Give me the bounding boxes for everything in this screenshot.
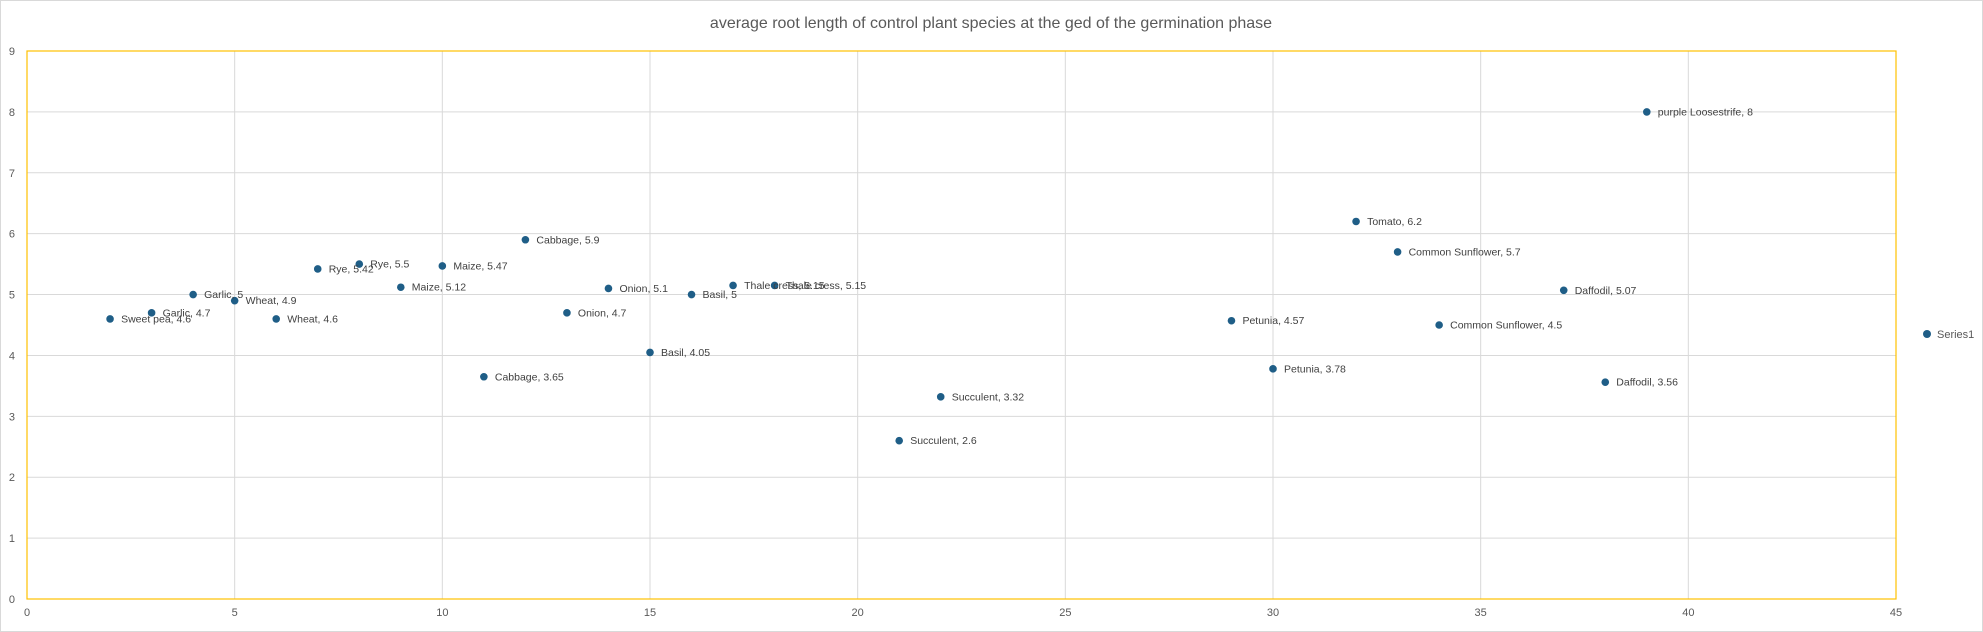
data-point: [646, 348, 654, 357]
x-tick-label: 15: [644, 607, 656, 619]
data-label: Petunia, 3.78: [1284, 363, 1346, 375]
x-tick-label: 10: [436, 607, 448, 619]
data-label: purple Loosestrife, 8: [1658, 106, 1753, 118]
data-point: [1269, 365, 1277, 373]
data-point: [313, 265, 322, 273]
x-tick-label: 20: [852, 607, 864, 619]
data-point: [1393, 248, 1402, 256]
y-tick-label: 5: [9, 290, 15, 302]
data-point: [480, 372, 488, 381]
data-point: [1227, 316, 1236, 325]
data-label: Wheat, 4.9: [246, 295, 297, 307]
legend-entry-series1: Series1: [1937, 329, 1974, 341]
data-points: [106, 108, 1651, 445]
data-point: [521, 235, 530, 244]
data-point: [1643, 108, 1651, 116]
data-label: Maize, 5.12: [412, 282, 466, 294]
data-label: Garlic, 4.7: [163, 307, 211, 319]
data-point: [106, 315, 114, 323]
data-point: [1559, 286, 1568, 295]
x-tick-label: 5: [232, 607, 238, 619]
x-tick-label: 35: [1475, 607, 1487, 619]
data-point: [272, 315, 281, 323]
x-tick-label: 45: [1890, 607, 1902, 619]
data-label: Succulent, 3.32: [952, 391, 1025, 403]
y-tick-label: 3: [9, 411, 15, 423]
data-label: Common Sunflower, 4.5: [1450, 320, 1562, 332]
data-point: [189, 290, 197, 299]
data-label: Thale cress, 5.15: [786, 280, 867, 292]
data-label: Tomato, 6.2: [1367, 216, 1422, 228]
y-tick-label: 8: [9, 107, 15, 119]
data-point: [1435, 321, 1443, 329]
data-point: [936, 393, 945, 401]
data-point: [770, 281, 779, 290]
y-tick-label: 6: [9, 229, 15, 241]
data-point: [397, 283, 405, 292]
data-label: Daffodil, 3.56: [1616, 377, 1678, 389]
data-point: [729, 281, 737, 290]
data-point: [438, 262, 447, 270]
y-tick-label: 2: [9, 472, 15, 484]
data-point: [1601, 378, 1610, 387]
data-point: [355, 260, 364, 268]
data-label: Rye, 5.42: [329, 263, 374, 275]
data-point: [147, 309, 156, 317]
data-point: [604, 284, 613, 293]
data-label: Cabbage, 3.65: [495, 371, 564, 383]
data-point: [563, 309, 571, 317]
data-point: [1352, 217, 1360, 226]
data-label: Petunia, 4.57: [1242, 315, 1304, 327]
y-tick-label: 4: [9, 350, 15, 362]
legend-marker-series1: [1923, 330, 1931, 338]
data-label: Daffodil, 5.07: [1575, 285, 1637, 297]
data-label: Maize, 5.47: [453, 260, 507, 272]
data-point: [687, 290, 696, 299]
data-label: Onion, 4.7: [578, 307, 627, 319]
data-label: Wheat, 4.6: [287, 313, 338, 325]
x-tick-label: 0: [24, 607, 30, 619]
data-point: [230, 296, 239, 305]
x-tick-label: 25: [1059, 607, 1071, 619]
data-label: Basil, 5: [703, 289, 738, 301]
plot-area-border: [26, 50, 1897, 600]
data-label: Succulent, 2.6: [910, 435, 977, 447]
x-tick-label: 40: [1682, 607, 1694, 619]
y-tick-label: 0: [9, 594, 15, 606]
data-label: Onion, 5.1: [619, 283, 668, 295]
data-label: Sweet pea, 4.6: [121, 313, 191, 325]
x-tick-label: 30: [1267, 607, 1279, 619]
data-label: Basil, 4.05: [661, 347, 710, 359]
y-tick-label: 1: [9, 533, 15, 545]
data-label: Thale cress, 5.15: [744, 280, 825, 292]
data-label: Rye, 5.5: [370, 259, 409, 271]
data-label: Garlic, 5: [204, 289, 243, 301]
data-point: [895, 436, 903, 445]
chart-title: average root length of control plant spe…: [710, 15, 1272, 32]
y-tick-label: 7: [9, 168, 15, 180]
data-label: Cabbage, 5.9: [536, 234, 599, 246]
data-label: Common Sunflower, 5.7: [1409, 246, 1521, 258]
legend: Series1: [1923, 329, 1974, 341]
y-tick-label: 9: [9, 46, 15, 58]
